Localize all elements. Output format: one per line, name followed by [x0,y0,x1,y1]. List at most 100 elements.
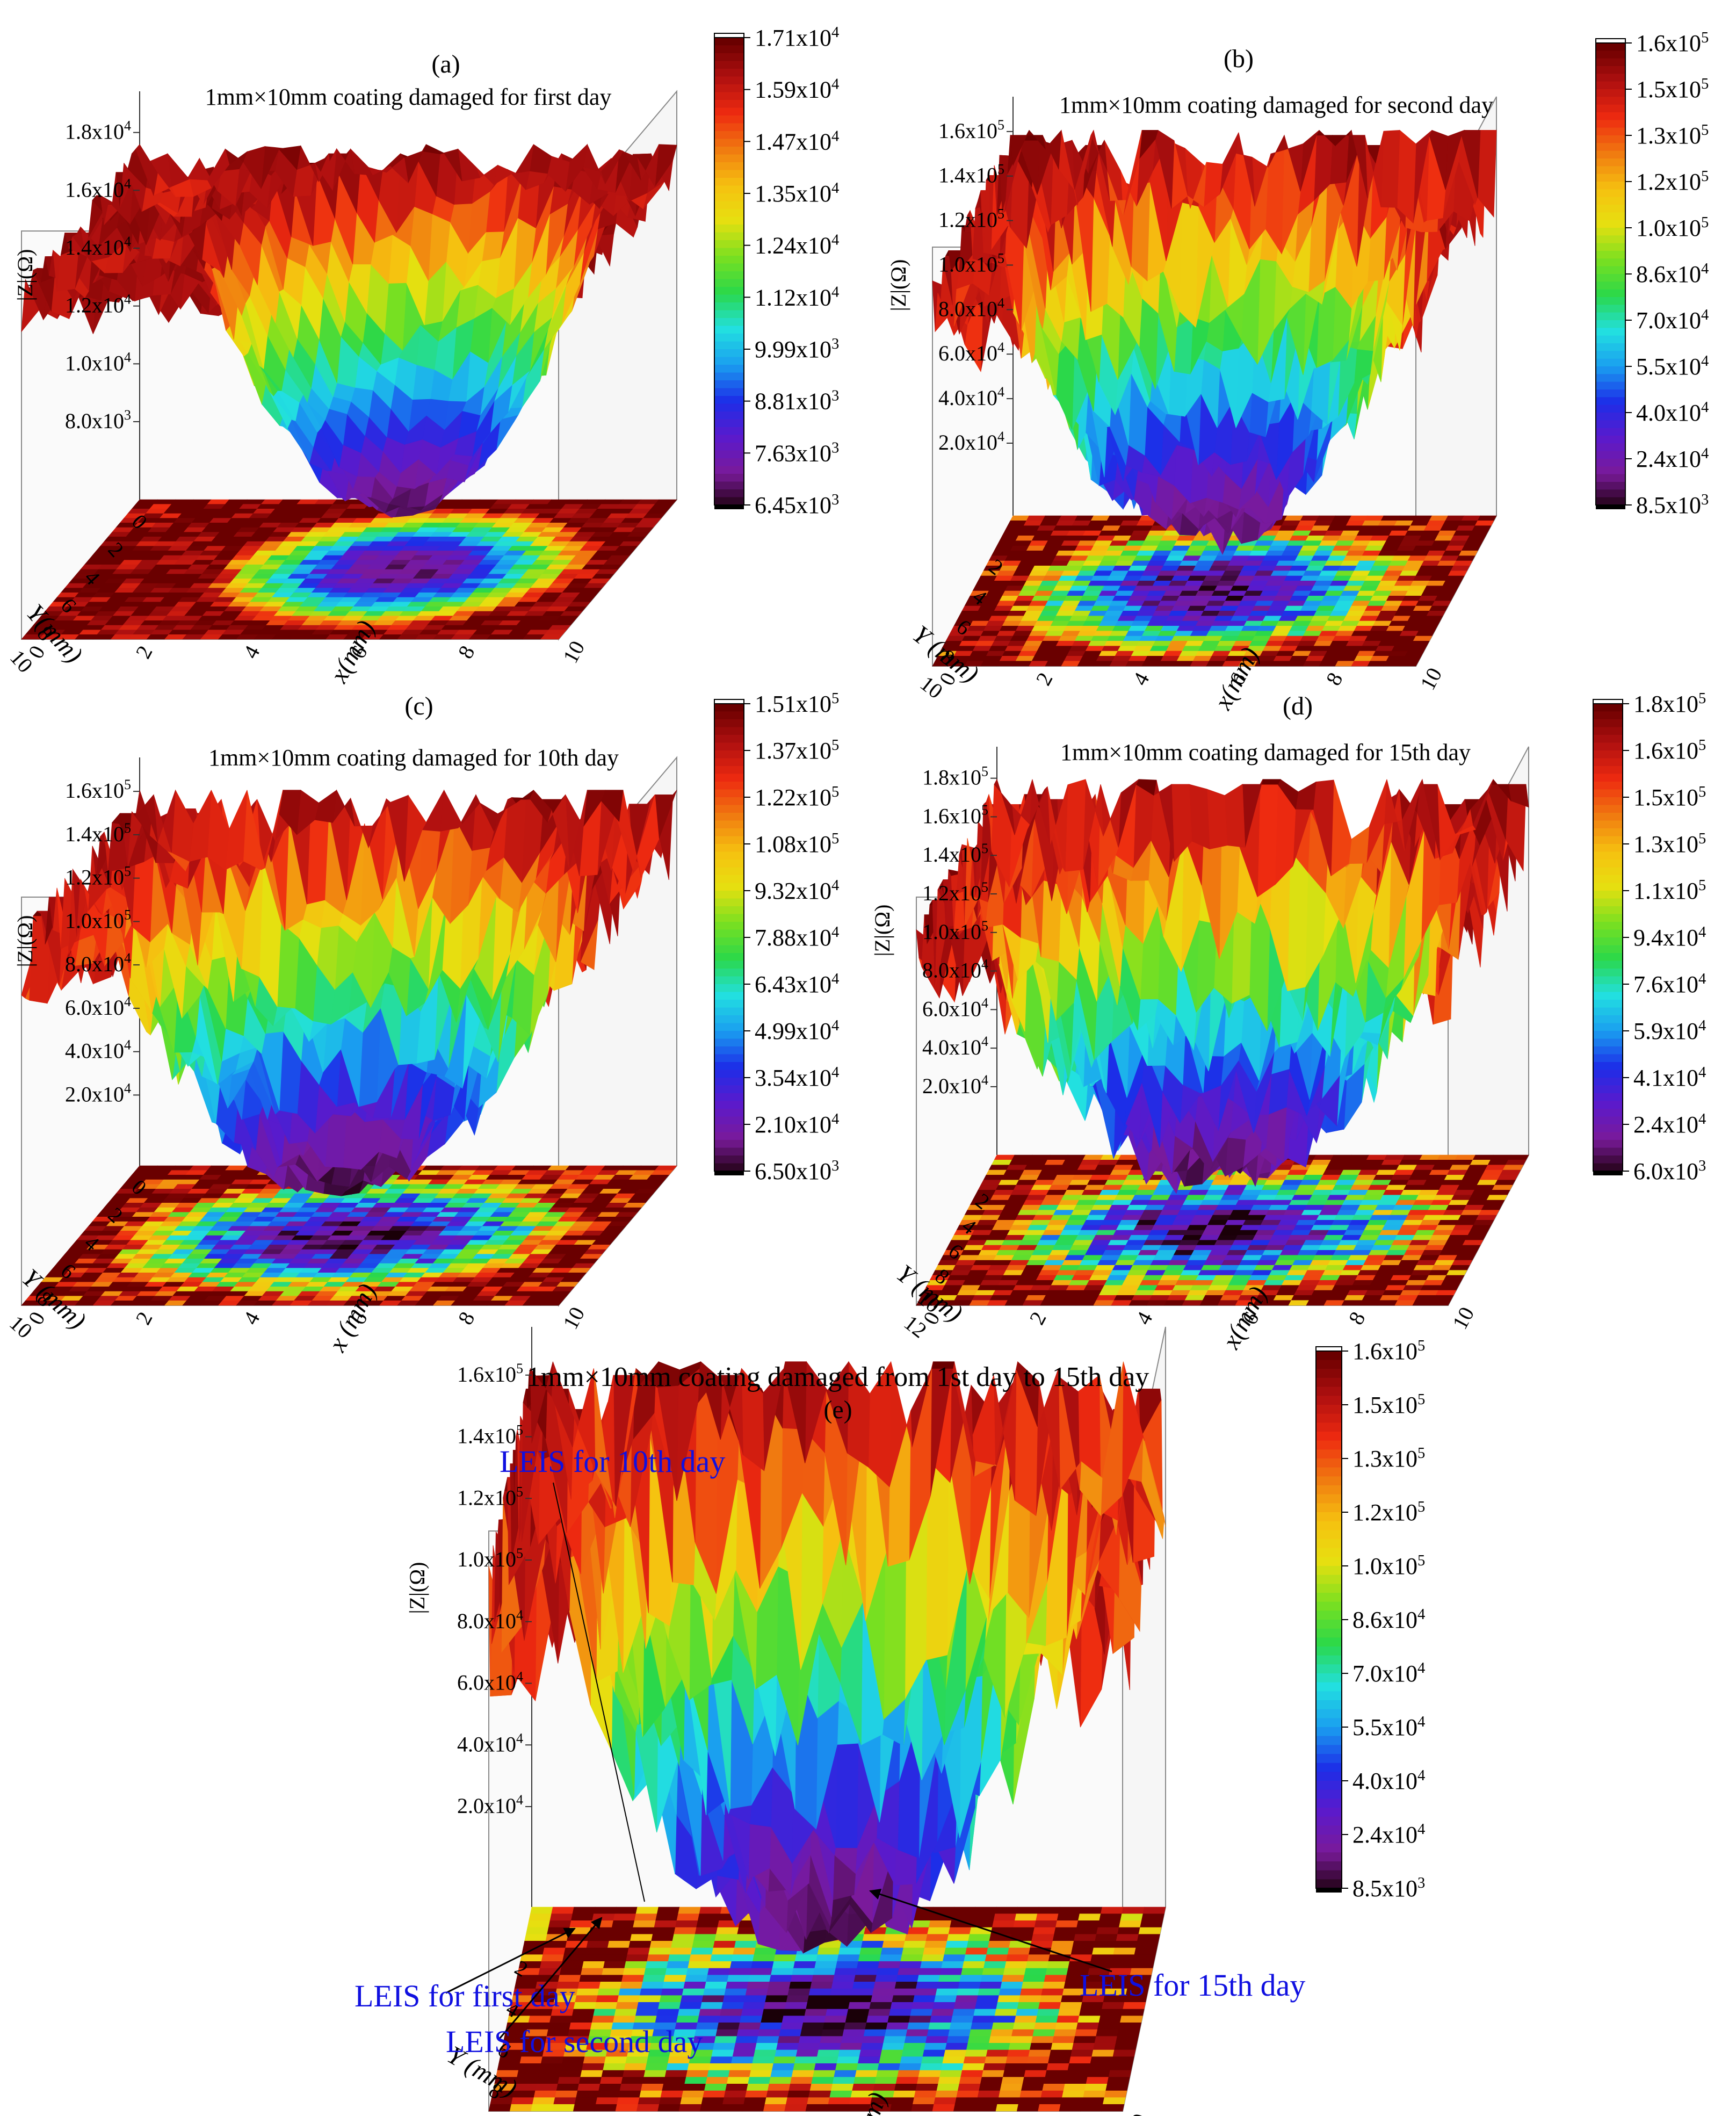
chart-c-title: 1mm×10mm coating damaged for 10th day [208,745,619,771]
z-tick-label: 1.6x105 [65,777,131,803]
panel-b: 2.0x104 4.0x104 6.0x104 8.0x104 1.0x105 1.2x1… [868,0,1736,714]
z-tick-label: 6.0x104 [65,994,131,1020]
z-tick-label: 4.0x104 [457,1730,523,1756]
surface-mesh [932,129,1497,555]
x-tick-label: 4 [238,1308,265,1328]
colorbar-a: 1.71x104 1.59x104 1.47x104 1.35x104 1.24x104… [714,24,839,518]
z-tick-label: 2.0x104 [922,1072,988,1098]
z-axis-label: |Z|(Ω) [870,905,894,957]
colorbar-tick-label: 1.51x105 [755,690,839,717]
colorbar-tick-label: 6.0x103 [1633,1158,1706,1185]
colorbar-tick-label: 4.99x104 [755,1017,839,1044]
z-tick-label: 1.0x105 [938,250,1004,276]
z-tick-label: 8.0x103 [65,407,131,433]
colorbar-tick-label: 9.32x104 [755,877,839,904]
colorbar-tick-label: 5.9x104 [1633,1017,1706,1044]
colorbar-tick-label: 1.6x105 [1633,737,1706,764]
colorbar-tick-label: 1.5x105 [1636,76,1709,103]
z-tick-label: 1.0x105 [922,918,988,944]
colorbar-tick-label: 2.4x104 [1352,1821,1425,1848]
chart-d-plot: 2.0x104 4.0x104 6.0x104 8.0x104 1.0x105 1.2x1… [870,746,1529,1354]
colorbar-tick-label: 1.22x105 [755,784,839,811]
colorbar-tick-label: 1.35x104 [755,180,839,207]
z-tick-label: 4.0x104 [65,1037,131,1063]
colorbar-tick-label: 7.63x103 [755,439,839,466]
colorbar-tick-label: 2.4x104 [1636,445,1709,472]
colorbar-tick-label: 1.2x105 [1352,1499,1425,1526]
surface-mesh [21,789,677,1196]
colorbar-tick-label: 1.2x105 [1636,168,1709,195]
z-tick-label: 4.0x104 [922,1034,988,1059]
z-tick-label: 2.0x104 [457,1792,523,1818]
colorbar-tick-label: 1.3x105 [1352,1445,1425,1472]
z-tick-label: 8.0x104 [922,957,988,983]
colorbar-tick-label: 8.5x103 [1636,492,1709,518]
colorbar-tick-label: 1.3x105 [1633,830,1706,857]
chart-a-title: 1mm×10mm coating damaged for first day [205,84,612,110]
z-axis-label: |Z|(Ω) [13,915,37,967]
z-tick-label: 1.0x104 [65,349,131,375]
colorbar-tick-label: 7.88x104 [755,924,839,951]
panel-a: 8.0x103 1.0x104 1.2x104 1.4x104 1.6x104 1.8x1… [0,0,868,688]
floor-contour-map [21,499,677,640]
z-tick-label: 1.4x104 [65,234,131,259]
floor-contour-map [488,1906,1166,2112]
z-tick-label: 8.0x104 [938,295,1004,321]
z-tick-label: 1.6x105 [938,117,1004,143]
panel-label-a: (a) [431,50,460,78]
colorbar-tick-label: 6.43x104 [755,971,839,998]
x-tick-label: 4 [238,641,265,662]
colorbar-tick-label: 1.0x105 [1636,214,1709,241]
chart-d-title: 1mm×10mm coating damaged for 15th day [1060,739,1471,765]
floor-contour-map [932,515,1497,667]
colorbar-tick-label: 8.5x103 [1352,1875,1425,1902]
panel-label-c: (c) [404,692,433,720]
colorbar-tick-label: 1.24x104 [755,232,839,259]
colorbar-tick-label: 1.1x105 [1633,877,1706,904]
colorbar-tick-label: 6.50x103 [755,1158,839,1185]
colorbar-tick-label: 5.5x104 [1352,1714,1425,1741]
z-tick-label: 1.6x105 [922,802,988,828]
colorbar-tick-label: 9.99x103 [755,336,839,363]
annotation-arrow [869,1889,1112,1973]
x-tick-label: 2 [131,641,157,662]
chart-e-plot: 2.0x104 4.0x104 6.0x104 8.0x104 1.0x105 1.2x1… [405,1326,1166,2116]
colorbar-tick-label: 4.1x104 [1633,1064,1706,1091]
z-tick-label: 1.2x105 [457,1484,523,1510]
z-tick-label: 1.2x105 [922,879,988,905]
z-tick-label: 1.6x105 [457,1361,523,1386]
surface-mesh [488,1361,1166,1954]
z-tick-label: 4.0x104 [938,384,1004,410]
z-tick-label: 2.0x104 [938,429,1004,454]
annotation-label: LEIS for 15th day [1080,1968,1305,2003]
colorbar-tick-label: 1.0x105 [1352,1552,1425,1579]
z-tick-label: 6.0x104 [938,340,1004,365]
colorbar-tick-label: 4.0x104 [1352,1767,1425,1794]
z-tick-label: 8.0x104 [457,1607,523,1633]
panel-d: 2.0x104 4.0x104 6.0x104 8.0x104 1.0x105 1.2x1… [868,661,1736,1354]
chart-c-svg: 2.0x104 4.0x104 6.0x104 8.0x104 1.0x105 1.2x1… [5,690,839,1356]
panel-c: 2.0x104 4.0x104 6.0x104 8.0x104 1.0x105 1.2x1… [0,661,868,1356]
z-axis-label: |Z|(Ω) [13,249,37,301]
z-axis-label: |Z|(Ω) [405,1562,429,1614]
z-axis-label: |Z|(Ω) [886,259,910,312]
z-tick-label: 1.0x105 [65,907,131,933]
colorbar-tick-label: 1.6x105 [1352,1338,1425,1364]
colorbar-tick-label: 2.4x104 [1633,1111,1706,1138]
chart-a-svg: 8.0x103 1.0x104 1.2x104 1.4x104 1.6x104 1.8x1… [5,24,839,688]
colorbar-tick-label: 5.5x104 [1636,353,1709,380]
z-tick-label: 1.4x105 [938,162,1004,187]
colorbar-tick-label: 7.0x104 [1636,307,1709,334]
colorbar-tick-label: 3.54x104 [755,1064,839,1091]
colorbar-tick-label: 1.37x105 [755,737,839,764]
panel-label-e: (e) [823,1396,852,1424]
panel-label-b: (b) [1224,45,1254,73]
colorbar-c: 1.51x105 1.37x105 1.22x105 1.08x105 9.32x104… [714,690,839,1185]
z-tick-label: 1.4x105 [922,841,988,866]
chart-b-plot: 2.0x104 4.0x104 6.0x104 8.0x104 1.0x105 1.2x1… [886,96,1497,714]
z-tick-label: 6.0x104 [457,1669,523,1695]
floor-contour-map [916,1154,1529,1306]
annotation-label: LEIS for second day [446,2024,703,2059]
z-tick-label: 1.6x104 [65,176,131,201]
colorbar-e: 1.6x105 1.5x105 1.3x105 1.2x105 1.0x105 8.6x1… [1315,1338,1425,1902]
